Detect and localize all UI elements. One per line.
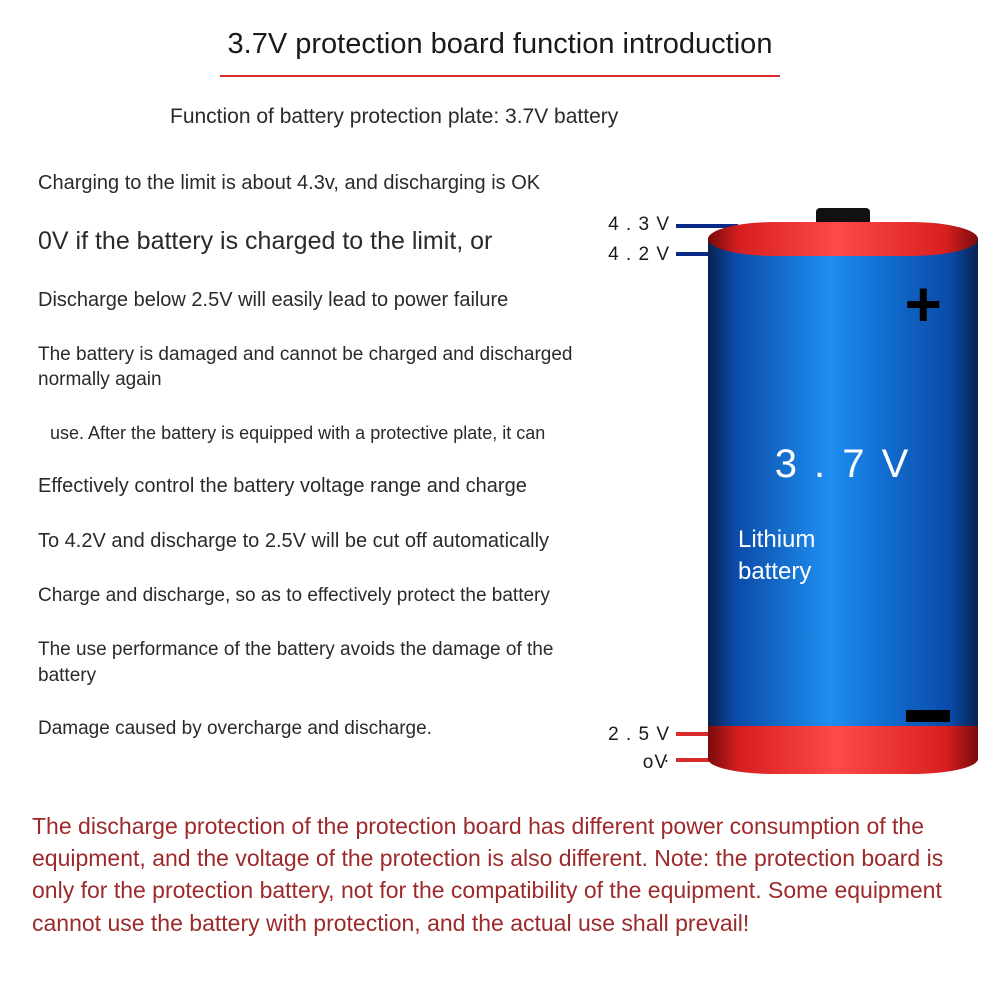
subtitle: Function of battery protection plate: 3.…	[170, 105, 1000, 129]
description-block: Charging to the limit is about 4.3v, and…	[38, 170, 598, 770]
voltage-label-0: oV	[600, 752, 668, 774]
desc-line: Damage caused by overcharge and discharg…	[38, 716, 598, 742]
desc-line-emph: 0V if the battery is charged to the limi…	[38, 225, 598, 259]
plus-icon: +	[905, 272, 942, 336]
battery-voltage-text: 3 . 7 V	[708, 442, 978, 487]
desc-line: The use performance of the battery avoid…	[38, 637, 598, 688]
battery-bottom-cap	[708, 744, 978, 774]
footnote-text: The discharge protection of the protecti…	[32, 810, 968, 939]
battery-diagram: 4 . 3 V 4 . 2 V 2 . 5 V . oV + 3 . 7 V L…	[600, 214, 1000, 784]
desc-line: Charging to the limit is about 4.3v, and…	[38, 170, 598, 197]
desc-line: Charge and discharge, so as to effective…	[38, 583, 598, 609]
desc-line: The battery is damaged and cannot be cha…	[38, 342, 598, 393]
desc-line: To 4.2V and discharge to 2.5V will be cu…	[38, 528, 598, 555]
desc-line: use. After the battery is equipped with …	[50, 421, 598, 445]
minus-icon	[906, 710, 950, 722]
battery-graphic: + 3 . 7 V Lithiumbattery	[708, 224, 978, 764]
desc-line: Effectively control the battery voltage …	[38, 473, 598, 500]
battery-top-cap	[708, 222, 978, 256]
voltage-label-4.3: 4 . 3 V	[600, 214, 670, 236]
title-underline	[220, 75, 780, 77]
voltage-label-4.2: 4 . 2 V	[600, 244, 670, 266]
page-title: 3.7V protection board function introduct…	[0, 28, 1000, 61]
battery-name-text: Lithiumbattery	[738, 524, 815, 589]
desc-line: Discharge below 2.5V will easily lead to…	[38, 287, 598, 314]
